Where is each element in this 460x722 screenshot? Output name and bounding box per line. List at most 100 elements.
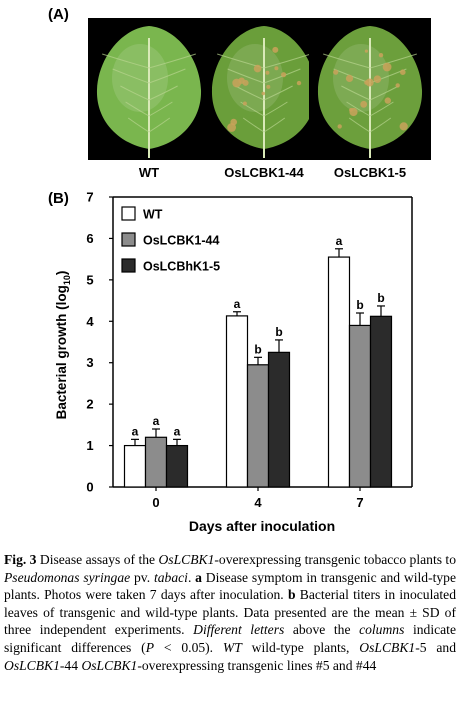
caption-segment: a	[195, 569, 202, 585]
legend-swatch	[121, 232, 136, 247]
leaf-vein	[341, 85, 371, 101]
lesion-spot	[395, 83, 400, 88]
leaf-photo-oslcbk1-5	[309, 18, 431, 160]
lesion-spot	[378, 53, 384, 58]
bar	[225, 315, 249, 488]
legend-label: OsLCBK1-44	[143, 234, 219, 248]
caption-body: Disease assays of the OsLCBK1-overexpres…	[4, 552, 456, 673]
leaf-vein	[369, 117, 392, 133]
leaf-vein	[369, 85, 399, 101]
leaf-vein	[102, 53, 150, 69]
lesion-spot	[349, 107, 358, 117]
caption-segment: OsLCBK1	[4, 657, 60, 673]
significance-letter: a	[336, 234, 343, 248]
caption-fig-label: Fig. 3	[4, 552, 37, 567]
significance-letter: a	[174, 424, 181, 438]
caption-segment: OsLCBK1	[359, 639, 416, 655]
lesion-spot	[296, 80, 302, 86]
lesion-spot	[266, 84, 271, 89]
significance-letter: b	[275, 325, 282, 339]
figure-caption: Fig. 3 Disease assays of the OsLCBK1-ove…	[4, 551, 456, 674]
lesion-spot	[364, 80, 369, 85]
caption-segment: < 0.05).	[154, 639, 223, 655]
bar	[246, 364, 270, 488]
lesion-spot	[365, 78, 374, 87]
lesion-spot	[265, 70, 270, 75]
leaf-vein	[112, 68, 150, 84]
lesion-spot	[360, 100, 368, 108]
caption-segment: wild-type plants,	[241, 639, 360, 655]
caption-segment: Different letters	[193, 622, 285, 638]
significance-letter: b	[254, 342, 261, 356]
y-axis-label-main: Bacterial growth (log	[54, 285, 69, 419]
bacterial-growth-chart: 012345670aaa4abb7abbWTOsLCBK1-44OsLCBhK1…	[54, 190, 413, 534]
lesion-spot	[274, 66, 279, 71]
leaf-label-wt: WT	[138, 165, 160, 180]
caption-segment: -44	[59, 657, 82, 673]
caption-segment: Pseudomonas syringae	[4, 569, 131, 585]
leaf-vein	[263, 101, 288, 117]
leaf-vein	[125, 101, 150, 117]
leaf-vein	[263, 53, 311, 69]
lesion-spot	[384, 97, 391, 104]
leaf-vein	[240, 101, 265, 117]
legend-swatch	[121, 206, 136, 221]
leaf-image-oslcbk1-5	[317, 26, 423, 158]
caption-segment: indicate significant differences (	[4, 622, 456, 655]
y-tick-label: 7	[86, 190, 93, 205]
leaf-vein	[263, 85, 293, 101]
lesion-spot	[373, 75, 382, 83]
caption-segment: tabaci	[153, 569, 188, 585]
leaf-label-oslcbk1-44: OsLCBK1-44	[224, 165, 304, 180]
leaf-image-wt	[96, 26, 202, 158]
caption-segment: -overexpressing transgenic lines #5 and …	[137, 657, 377, 673]
y-tick-label: 6	[86, 231, 93, 246]
significance-letter: b	[377, 291, 384, 305]
bar	[165, 444, 189, 488]
x-tick-label: 7	[356, 495, 363, 510]
leaf-image-oslcbk1-44	[211, 26, 317, 158]
caption-segment: OsLCBK1	[81, 657, 138, 673]
caption-segment: b	[287, 587, 296, 603]
lesion-spot	[382, 62, 392, 72]
lesion-spot	[281, 72, 287, 78]
x-tick-label: 0	[152, 495, 159, 510]
legend-swatch	[121, 258, 136, 273]
bar	[267, 351, 291, 488]
leaf-vein	[227, 68, 265, 84]
panel-a-label: (A)	[48, 6, 69, 23]
leaf-highlight	[227, 44, 283, 112]
lesion-spot	[261, 91, 266, 96]
y-axis-label-subscript: 10	[62, 275, 72, 285]
lesion-spot	[337, 124, 342, 129]
lesion-spot	[272, 46, 279, 53]
panel-b-label: (B)	[48, 190, 69, 207]
significance-letter: a	[153, 414, 160, 428]
caption-segment: P	[145, 639, 155, 655]
caption-segment: above the	[284, 622, 360, 638]
lesion-spot	[333, 69, 339, 75]
lesion-spot	[399, 122, 408, 131]
bar	[327, 256, 351, 488]
caption-segment: -overexpressing transgenic tobacco plant…	[214, 552, 456, 567]
lesion-spot	[242, 101, 247, 106]
caption-segment: Bacterial titers in inoculated leaves of…	[4, 587, 456, 638]
y-tick-label: 0	[86, 480, 93, 495]
bar	[144, 436, 168, 488]
lesion-spot	[400, 69, 406, 75]
x-tick-label: 4	[254, 495, 262, 510]
caption-segment: .	[187, 569, 196, 585]
leaf-vein	[120, 85, 150, 101]
significance-letter: b	[356, 298, 363, 312]
y-tick-label: 4	[86, 314, 94, 329]
y-tick-label: 5	[86, 272, 93, 287]
y-tick-label: 1	[86, 438, 93, 453]
leaf-vein	[148, 101, 173, 117]
leaf-vein	[348, 117, 371, 133]
leaf-photo-oslcbk1-44	[203, 18, 325, 160]
x-axis-label: Days after inoculation	[189, 518, 335, 534]
lesion-spot	[364, 49, 368, 53]
caption-segment: pv.	[130, 569, 154, 585]
leaf-vein	[148, 68, 186, 84]
bar	[123, 444, 147, 488]
